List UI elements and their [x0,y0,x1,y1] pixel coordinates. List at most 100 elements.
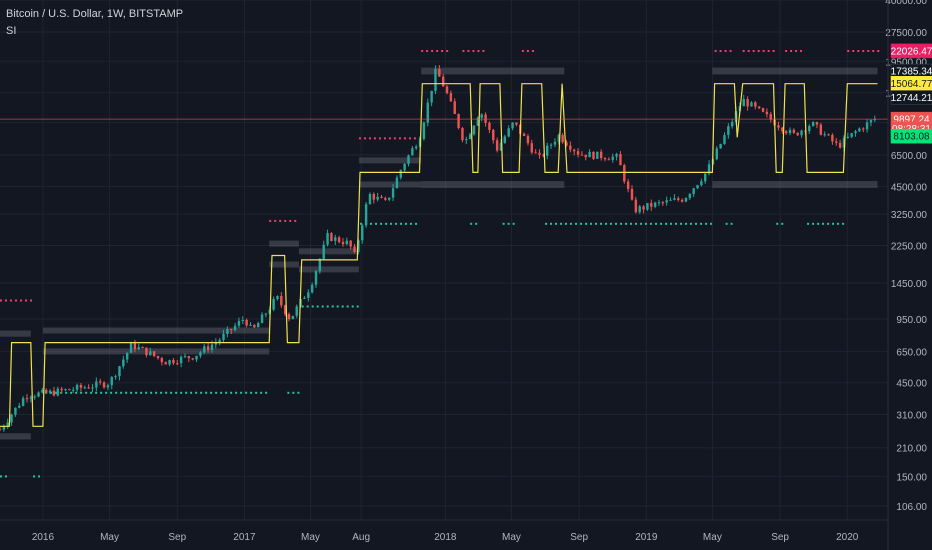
candle-body [272,299,275,310]
zone-upper [712,67,878,75]
candle-body [422,122,426,139]
time-tick-label: May [100,532,119,543]
candle-body [21,398,25,406]
candle-body [241,319,244,321]
price-axis-labels: 22026.4717385.3415064.7712744.219897.240… [891,43,932,144]
candle-body [164,362,167,365]
candle-body [700,181,703,186]
resistance-dot [408,137,411,140]
resistance-dot [421,49,424,52]
candle-body [650,203,653,207]
time-axis[interactable]: 2016 May Sep 2017 May Aug 2018 May Sep 2019 May Sep… [0,519,888,543]
candle-body [781,127,784,132]
support-dot [165,391,168,394]
resistance-dot [436,49,439,52]
candle-body [646,203,649,210]
candle-body [665,200,668,203]
candle-body [214,342,218,345]
candle-body [95,381,98,388]
candle-body [395,177,399,189]
candle-body [615,154,618,157]
candle-body [260,314,264,324]
price-tick-label: 950.00 [896,315,927,326]
candle-body [808,126,811,132]
support-dot [660,222,663,225]
support-dot [400,222,403,225]
support-dot [812,222,815,225]
support-dot [600,222,603,225]
resistance-dot [877,49,880,52]
resistance-dot [378,137,381,140]
candle-body [48,390,52,393]
support-dot [585,222,588,225]
indicator-name[interactable]: SI [6,25,17,37]
candle-body [453,101,456,115]
candle-body [372,194,376,200]
candle-body [411,148,414,156]
support-dot [190,391,193,394]
resistance-dot [403,137,406,140]
candle-body [303,297,306,299]
candle-body [476,117,480,126]
candle-body [603,158,607,160]
price-label: 8103.08 [893,132,930,143]
price-tick-label: 106.00 [896,502,927,513]
support-dot [225,391,228,394]
candle-body [384,197,387,200]
candle-body [746,99,749,107]
candle-body [87,387,90,389]
candle-body [530,143,534,153]
candle-body [133,342,137,350]
candle-body [723,135,726,144]
resistance-dot [847,49,850,52]
support-dot [565,222,568,225]
support-dot [670,222,673,225]
candle-body [480,114,483,118]
support-dot [311,305,314,308]
candle-body [149,351,152,356]
candle-body [141,347,144,349]
support-dot [405,222,408,225]
candle-body [511,122,514,129]
candle-body [29,397,33,399]
support-dot [470,222,473,225]
candle-body [326,233,329,245]
resistance-dot [852,49,855,52]
candle-body [368,194,372,205]
candle-body [707,164,711,174]
support-dot [265,391,268,394]
support-dot [331,305,334,308]
support-dot [675,222,678,225]
candle-body [152,351,156,356]
support-dot [33,475,36,478]
support-dot [380,222,383,225]
price-tick-label: 310.00 [896,411,927,422]
support-dot [610,222,613,225]
candle-body [249,324,252,326]
symbol-title[interactable]: Bitcoin / U.S. Dollar, 1W, BITSTAMP [6,8,184,20]
candle-body [499,142,503,151]
resistance-dot [5,299,7,302]
candle-body [584,154,587,158]
candle-body [256,323,260,328]
support-dot [155,391,158,394]
indicator-zones [0,67,878,440]
candle-body [145,347,148,356]
candle-body [692,188,695,195]
resistance-dot [446,49,449,52]
support-dot [580,222,583,225]
candle-body [353,246,356,252]
zone-lower [42,348,270,355]
support-dot [827,222,830,225]
candle-body [684,197,688,202]
candle-body [245,319,248,326]
price-label: 17385.34 [891,67,932,78]
candle-body [361,225,364,241]
support-dot [145,391,148,394]
support-dot [292,391,295,394]
candle-body [114,376,117,378]
candlestick-series [0,65,876,432]
price-tick-label: 40000.00 [885,0,927,7]
candle-body [64,389,67,391]
